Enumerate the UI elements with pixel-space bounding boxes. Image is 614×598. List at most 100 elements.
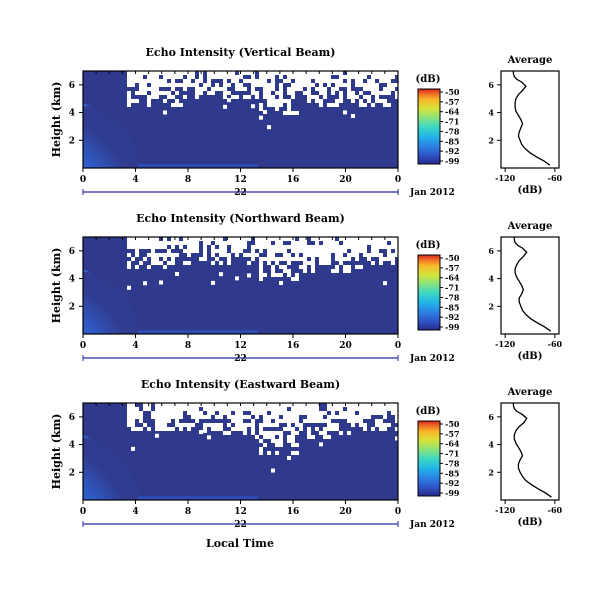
x-tick-label: 0 xyxy=(80,507,86,517)
colorbar-tick-label: -92 xyxy=(445,146,459,156)
colorbar xyxy=(417,254,441,331)
colorbar-tick-label: -71 xyxy=(445,283,459,293)
avg-title: Average xyxy=(507,55,553,66)
panel-title: Echo Intensity (Eastward Beam) xyxy=(141,378,340,391)
no-data-region xyxy=(127,403,399,473)
y-tick-label: 2 xyxy=(69,302,75,312)
avg-title: Average xyxy=(507,387,553,398)
colorbar-tick-label: -92 xyxy=(445,478,459,488)
avg-x-tick-label: -120 xyxy=(495,505,515,515)
y-tick-label: 4 xyxy=(69,441,75,451)
colorbar-tick-label: -99 xyxy=(445,322,460,332)
x-tick-label: 8 xyxy=(185,507,191,517)
x-tick-label: 12 xyxy=(234,175,247,185)
colorbar xyxy=(417,88,441,165)
x-tick-label: 0 xyxy=(80,341,86,351)
avg-title: Average xyxy=(507,221,553,232)
colorbar-tick-label: -78 xyxy=(445,458,460,468)
y-axis-label: Height (km) xyxy=(50,248,63,324)
avg-y-tick-label: 6 xyxy=(488,246,494,256)
x-tick-label: 0 xyxy=(395,175,401,185)
avg-x-axis-label: (dB) xyxy=(518,351,543,362)
avg-y-tick-label: 4 xyxy=(488,108,494,118)
x-tick-label: 16 xyxy=(287,507,300,517)
x-tick-label: 8 xyxy=(185,175,191,185)
colorbar-tick-label: -64 xyxy=(445,273,460,283)
avg-y-tick-label: 4 xyxy=(488,440,494,450)
colorbar-tick-label: -57 xyxy=(445,97,459,107)
x-tick-label: 8 xyxy=(185,341,191,351)
avg-x-axis-label: (dB) xyxy=(518,185,543,196)
avg-frame xyxy=(500,236,560,335)
panel-eastward-beam: Echo Intensity (Eastward Beam) 0 4 8 12 16 20 0… xyxy=(50,378,563,530)
day-label: 22 xyxy=(234,188,247,198)
echo-region xyxy=(83,103,258,168)
colorbar xyxy=(417,420,441,497)
avg-profile-line xyxy=(512,71,551,166)
avg-y-tick-label: 6 xyxy=(488,412,494,422)
no-data-region xyxy=(127,237,399,290)
date-label: Jan 2012 xyxy=(409,520,455,530)
x-tick-label: 4 xyxy=(132,341,138,351)
colorbar-tick-label: -57 xyxy=(445,263,459,273)
colorbar-tick-label: -50 xyxy=(445,419,460,429)
day-label: 22 xyxy=(234,520,247,530)
echo-region xyxy=(83,435,258,500)
x-tick-label: 20 xyxy=(339,175,352,185)
x-tick-label: 16 xyxy=(287,175,300,185)
colorbar-tick-label: -50 xyxy=(445,253,460,263)
y-tick-label: 2 xyxy=(69,136,75,146)
colorbar-tick-label: -78 xyxy=(445,292,460,302)
avg-profile-line xyxy=(512,403,552,498)
panel-title: Echo Intensity (Northward Beam) xyxy=(136,212,345,225)
avg-x-tick-label: -60 xyxy=(548,505,563,515)
avg-y-tick-label: 6 xyxy=(488,80,494,90)
colorbar-tick-label: -71 xyxy=(445,117,459,127)
colorbar-tick-label: -57 xyxy=(445,429,459,439)
panel-northward-beam: Echo Intensity (Northward Beam)0 4 8 12 16 20… xyxy=(50,212,563,364)
x-tick-label: 4 xyxy=(132,175,138,185)
y-tick-label: 6 xyxy=(69,247,75,257)
x-tick-label: 12 xyxy=(234,341,247,351)
x-tick-label: 0 xyxy=(80,175,86,185)
avg-x-tick-label: -120 xyxy=(495,173,515,183)
colorbar-tick-label: -78 xyxy=(445,126,460,136)
x-tick-label: 0 xyxy=(395,507,401,517)
colorbar-tick-label: -64 xyxy=(445,439,460,449)
avg-frame xyxy=(500,70,560,169)
panel-vertical-beam: Echo Intensity (Vertical Beam) 0 4 8 12 16 20 0… xyxy=(50,46,563,198)
day-label: 22 xyxy=(234,354,247,364)
y-tick-label: 4 xyxy=(69,275,75,285)
colorbar-tick-label: -85 xyxy=(445,136,459,146)
colorbar-tick-label: -64 xyxy=(445,107,460,117)
colorbar-label: (dB) xyxy=(416,74,441,85)
panel-title: Echo Intensity (Vertical Beam) xyxy=(145,46,335,59)
avg-x-tick-label: -60 xyxy=(548,339,563,349)
avg-profile-line xyxy=(513,237,552,332)
y-tick-label: 6 xyxy=(69,81,75,91)
colorbar-tick-label: -85 xyxy=(445,468,459,478)
avg-x-axis-label: (dB) xyxy=(518,517,543,528)
avg-y-tick-label: 2 xyxy=(488,467,494,477)
x-tick-label: 0 xyxy=(395,341,401,351)
x-tick-label: 4 xyxy=(132,507,138,517)
x-tick-label: 12 xyxy=(234,507,247,517)
avg-y-tick-label: 4 xyxy=(488,274,494,284)
xaxis-label: Local Time xyxy=(206,537,274,550)
colorbar-label: (dB) xyxy=(416,406,441,417)
date-label: Jan 2012 xyxy=(409,188,455,198)
avg-frame xyxy=(500,402,560,501)
x-tick-label: 16 xyxy=(287,341,300,351)
echo-region xyxy=(83,269,258,334)
no-data-region xyxy=(127,71,399,130)
avg-y-tick-label: 2 xyxy=(488,301,494,311)
avg-x-tick-label: -120 xyxy=(495,339,515,349)
avg-x-tick-label: -60 xyxy=(548,173,563,183)
y-tick-label: 2 xyxy=(69,468,75,478)
date-label: Jan 2012 xyxy=(409,354,455,364)
avg-y-tick-label: 2 xyxy=(488,135,494,145)
x-tick-label: 20 xyxy=(339,507,352,517)
y-axis-label: Height (km) xyxy=(50,414,63,490)
colorbar-label: (dB) xyxy=(416,240,441,251)
